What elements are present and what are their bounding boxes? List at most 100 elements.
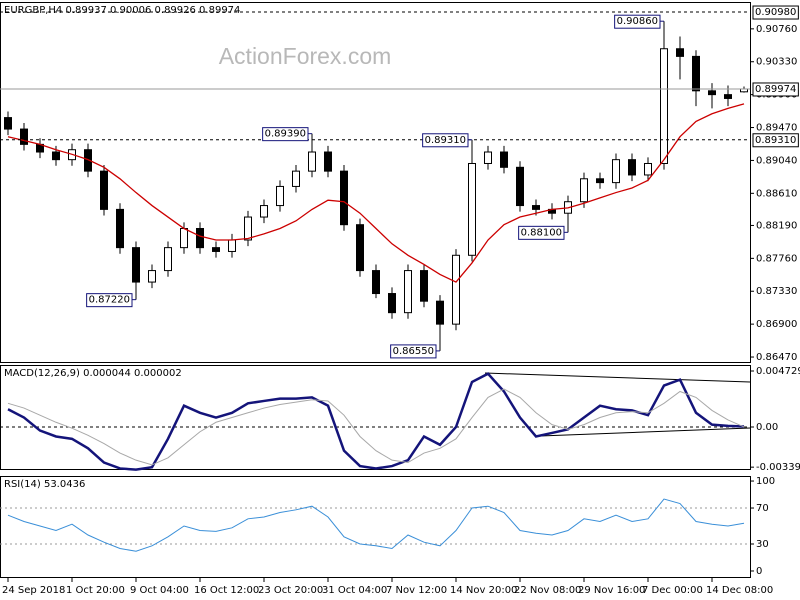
level-label-box bbox=[752, 133, 799, 148]
y-tick-label: 0.89470 bbox=[756, 123, 797, 134]
candle-body bbox=[628, 159, 636, 176]
candle-body bbox=[84, 149, 92, 172]
candle-body bbox=[660, 48, 668, 164]
candle-body bbox=[372, 270, 380, 295]
candle-body bbox=[500, 151, 508, 168]
annotation-box bbox=[262, 127, 309, 142]
candle-body bbox=[308, 151, 316, 172]
candle-body bbox=[708, 90, 716, 96]
y-tick-label: 0.88190 bbox=[756, 220, 797, 231]
candle-body bbox=[692, 55, 700, 92]
trend-line bbox=[484, 372, 751, 383]
candle-body bbox=[516, 166, 524, 207]
candle-body bbox=[260, 205, 268, 218]
candle-body bbox=[612, 159, 620, 184]
candle-body bbox=[484, 151, 492, 164]
y-tick-label: 0.87760 bbox=[756, 253, 797, 264]
macd-panel bbox=[0, 365, 751, 470]
candle-body bbox=[388, 293, 396, 314]
candle-body bbox=[132, 247, 140, 283]
x-tick-label: 14 Dec 08:00 bbox=[706, 585, 773, 596]
candle-body bbox=[276, 185, 284, 207]
annotation-box bbox=[422, 133, 469, 148]
y-tick-label: 0.88610 bbox=[756, 188, 797, 199]
candle-body bbox=[436, 300, 444, 325]
candle-body bbox=[148, 270, 156, 283]
y-tick-label: 0.87330 bbox=[756, 286, 797, 297]
annotation: 0.86550 bbox=[393, 346, 434, 357]
y-tick-label: 0.90760 bbox=[756, 24, 797, 35]
last-price-label: 0.89974 bbox=[755, 84, 796, 95]
candle-body bbox=[292, 170, 300, 187]
data-line bbox=[7, 498, 745, 552]
candle-body bbox=[340, 170, 348, 226]
x-tick-label: 7 Dec 00:00 bbox=[642, 585, 703, 596]
annotation: 0.88100 bbox=[521, 227, 562, 238]
candle-body bbox=[596, 178, 604, 184]
x-tick-label: 24 Sep 2018 bbox=[2, 585, 65, 596]
trend-line bbox=[539, 427, 751, 437]
y-tick-label: 70 bbox=[756, 503, 769, 514]
annotation-box bbox=[86, 293, 133, 308]
candle-body bbox=[356, 224, 364, 272]
annotation: 0.89310 bbox=[425, 135, 466, 146]
data-line bbox=[7, 388, 745, 466]
candle-body bbox=[228, 239, 236, 252]
candle-body bbox=[4, 117, 12, 130]
y-tick-label: 0.89040 bbox=[756, 155, 797, 166]
candle-body bbox=[116, 208, 124, 249]
macd-title: MACD(12,26,9) 0.000044 0.000002 bbox=[4, 368, 182, 379]
candle-body bbox=[644, 162, 652, 176]
annotation-box bbox=[518, 225, 565, 240]
x-tick-label: 14 Nov 20:00 bbox=[450, 585, 517, 596]
x-tick-label: 7 Nov 12:00 bbox=[386, 585, 447, 596]
annotation-box bbox=[390, 344, 437, 359]
candle-body bbox=[196, 228, 204, 249]
candle-body bbox=[532, 205, 540, 210]
candle-body bbox=[100, 170, 108, 210]
candle-body bbox=[164, 247, 172, 272]
x-tick-label: 1 Oct 20:00 bbox=[66, 585, 125, 596]
level-label: 0.90980 bbox=[755, 7, 796, 18]
annotation-box bbox=[614, 14, 661, 29]
y-tick-label: 30 bbox=[756, 539, 769, 550]
y-tick-label: 100 bbox=[756, 476, 775, 487]
candle-body bbox=[180, 228, 188, 249]
y-tick-label: 0.00 bbox=[756, 422, 778, 433]
candle-body bbox=[52, 151, 60, 161]
y-tick-label: 0.86900 bbox=[756, 319, 797, 330]
candle-body bbox=[20, 128, 28, 145]
candle-body bbox=[724, 94, 732, 99]
candle-body bbox=[212, 247, 220, 252]
candle-body bbox=[244, 216, 252, 241]
chart-title: EURGBP,H4 0.89937 0.90006 0.89926 0.8997… bbox=[4, 5, 240, 16]
candle-body bbox=[452, 254, 460, 325]
candle-body bbox=[420, 270, 428, 302]
rsi-panel bbox=[0, 476, 751, 578]
annotation: 0.89390 bbox=[265, 129, 306, 140]
data-line bbox=[7, 103, 745, 283]
candle-body bbox=[580, 178, 588, 203]
candle-body bbox=[404, 270, 412, 314]
y-tick-label: 0.004729 bbox=[756, 366, 800, 377]
last-price-label-box bbox=[752, 82, 799, 97]
y-tick-label: 0 bbox=[756, 566, 762, 577]
candle-body bbox=[676, 48, 684, 57]
candle-body bbox=[324, 151, 332, 172]
price-panel bbox=[0, 2, 751, 363]
x-tick-label: 23 Oct 20:00 bbox=[258, 585, 323, 596]
x-tick-label: 31 Oct 04:00 bbox=[322, 585, 387, 596]
level-label: 0.89310 bbox=[755, 135, 796, 146]
x-tick-label: 22 Nov 08:00 bbox=[514, 585, 581, 596]
rsi-title: RSI(14) 53.0436 bbox=[4, 479, 85, 490]
level-label-box bbox=[752, 5, 799, 20]
x-tick-label: 16 Oct 12:00 bbox=[194, 585, 259, 596]
y-tick-label: 0.90330 bbox=[756, 57, 797, 68]
x-tick-label: 9 Oct 04:00 bbox=[130, 585, 189, 596]
data-line bbox=[7, 372, 745, 471]
x-tick-label: 29 Nov 16:00 bbox=[578, 585, 645, 596]
candle-body bbox=[468, 162, 476, 256]
